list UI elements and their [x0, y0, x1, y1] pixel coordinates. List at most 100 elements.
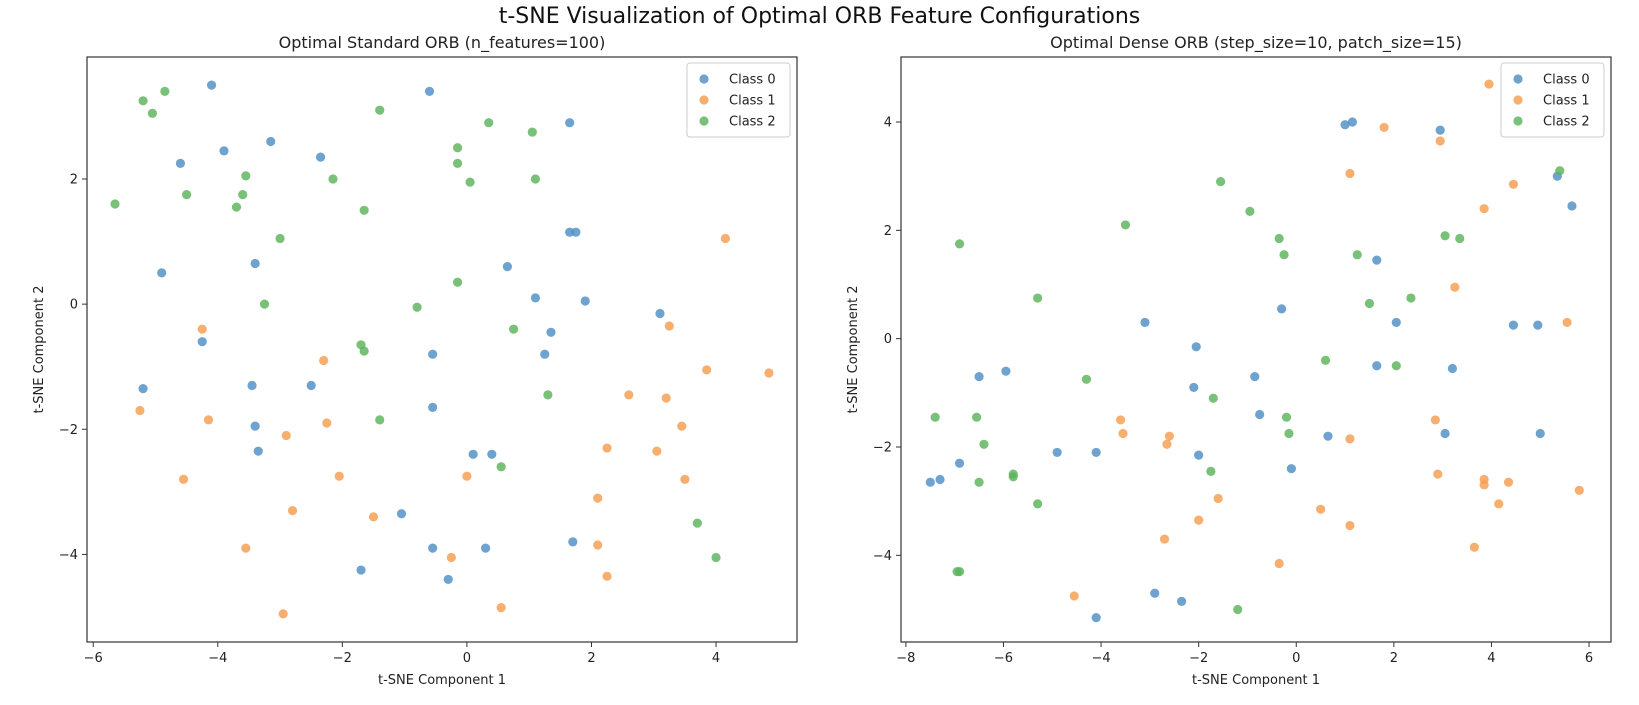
subplot-title: Optimal Dense ORB (step_size=10, patch_s…	[1050, 33, 1462, 53]
data-point	[711, 552, 721, 563]
legend-box	[1500, 62, 1605, 138]
data-point	[1352, 250, 1362, 260]
data-point	[206, 80, 217, 90]
data-point	[1216, 176, 1226, 187]
data-point	[359, 205, 369, 215]
data-point	[462, 471, 472, 481]
data-point	[266, 136, 276, 147]
legend-marker	[1513, 74, 1523, 84]
data-point	[1347, 117, 1357, 127]
data-point	[1213, 493, 1223, 504]
data-point	[655, 308, 665, 319]
data-point	[1286, 464, 1296, 474]
data-point	[1150, 588, 1160, 598]
y-axis-label: t-SNE Component 2	[846, 286, 861, 414]
data-point	[954, 239, 965, 249]
data-point	[1159, 534, 1170, 544]
data-point	[1274, 233, 1284, 244]
data-point	[1081, 374, 1092, 384]
data-point	[1194, 450, 1204, 460]
data-point	[1345, 520, 1355, 531]
data-point	[1115, 415, 1126, 425]
data-point	[1574, 485, 1584, 495]
data-point	[250, 421, 260, 431]
data-point	[319, 355, 329, 366]
data-point	[1323, 431, 1333, 441]
data-point	[1430, 415, 1440, 425]
data-point	[287, 506, 298, 516]
legend-label: Class 2	[729, 115, 776, 130]
data-point	[278, 609, 288, 619]
data-point	[509, 324, 519, 334]
series-class-0	[138, 80, 665, 585]
data-point	[602, 443, 612, 453]
data-point	[935, 474, 945, 485]
data-point	[1340, 120, 1350, 130]
data-point	[677, 421, 687, 431]
data-point	[1562, 317, 1572, 328]
data-point	[175, 158, 186, 168]
data-point	[720, 233, 730, 244]
data-point	[1206, 466, 1216, 476]
data-point	[1440, 428, 1450, 439]
data-point	[1277, 304, 1287, 314]
data-point	[568, 537, 578, 547]
legend-marker	[1513, 116, 1523, 126]
data-point	[1567, 201, 1577, 211]
data-point	[543, 390, 553, 400]
data-point	[764, 368, 774, 378]
data-point	[1189, 382, 1199, 393]
data-point	[530, 174, 541, 184]
data-point	[1284, 428, 1294, 439]
y-tick-label: 2	[884, 224, 892, 239]
x-tick-label: 6	[1585, 651, 1593, 666]
x-tick-label: 4	[712, 651, 720, 666]
data-point	[275, 233, 285, 244]
data-point	[424, 86, 435, 97]
data-point	[1008, 472, 1018, 482]
x-axis-label: t-SNE Component 1	[378, 673, 506, 688]
data-point	[1535, 428, 1545, 439]
data-point	[468, 449, 478, 459]
data-point	[1440, 231, 1450, 241]
legend-marker	[699, 95, 709, 105]
data-point	[253, 446, 263, 456]
data-point	[1469, 542, 1479, 552]
data-point	[306, 380, 316, 391]
data-point	[952, 566, 962, 577]
data-point	[241, 171, 251, 181]
data-point	[1191, 342, 1201, 352]
legend-box	[686, 62, 791, 138]
data-point	[1447, 363, 1458, 374]
data-point	[203, 415, 214, 425]
data-point	[428, 349, 438, 359]
data-point	[1233, 604, 1243, 615]
data-point	[197, 337, 207, 347]
subplot-title: Optimal Standard ORB (n_features=100)	[279, 33, 606, 53]
data-point	[1176, 596, 1187, 606]
x-tick-label: 2	[1390, 651, 1398, 666]
data-point	[465, 177, 475, 187]
data-point	[1379, 122, 1389, 133]
series-class-2	[110, 86, 721, 563]
x-tick-label: 2	[587, 651, 595, 666]
data-point	[1508, 179, 1519, 189]
data-point	[1391, 361, 1401, 371]
data-point	[593, 493, 603, 503]
series-class-2	[930, 166, 1565, 615]
series-class-1	[1069, 79, 1584, 601]
data-point	[138, 384, 148, 394]
data-point	[1001, 366, 1011, 376]
data-point	[322, 418, 332, 428]
data-point	[661, 393, 671, 403]
x-tick-label: −6	[84, 651, 103, 666]
axes-frame	[900, 56, 1612, 643]
data-point	[484, 118, 494, 128]
x-tick-label: 4	[1487, 651, 1495, 666]
legend: Class 0 Class 1 Class 2	[1500, 62, 1605, 138]
data-point	[1372, 361, 1382, 371]
series-class-1	[135, 233, 774, 619]
data-point	[178, 474, 189, 484]
x-tick-label: −6	[994, 651, 1013, 666]
y-tick-label: −2	[59, 423, 78, 438]
